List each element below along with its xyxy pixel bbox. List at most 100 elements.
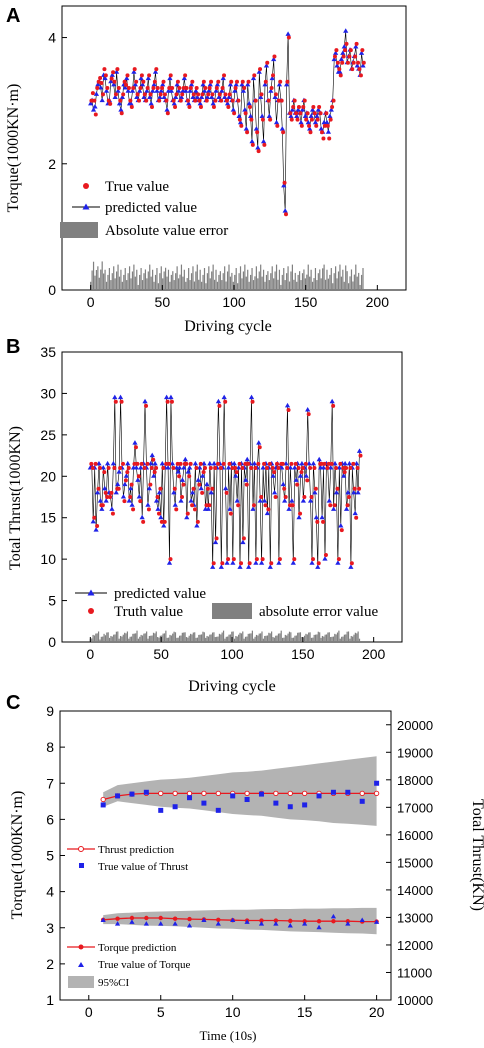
error-bar [95, 270, 98, 290]
error-bar [327, 278, 330, 290]
error-bar [100, 269, 102, 290]
true-value-dot [332, 54, 337, 59]
error-bar [278, 269, 281, 290]
predicted-marker [207, 81, 213, 87]
error-bar [202, 631, 204, 642]
predicted-marker [243, 126, 249, 131]
error-bar [198, 634, 200, 642]
predicted-marker [137, 88, 143, 93]
error-bar [331, 636, 333, 642]
error-bar [296, 281, 298, 290]
true-value-dot [271, 73, 276, 78]
error-bar [114, 278, 116, 290]
predicted-marker [271, 489, 278, 495]
predicted-marker [93, 527, 99, 532]
error-bar [177, 278, 180, 290]
error-bar [297, 632, 299, 642]
error-bar [96, 633, 98, 642]
error-bar [147, 638, 149, 642]
predicted-marker [292, 465, 298, 470]
truth-value-dot [149, 466, 154, 470]
error-bar [257, 635, 259, 642]
predicted-marker [159, 460, 165, 466]
predicted-marker [188, 498, 194, 503]
c-ytick-right-label: 15000 [397, 855, 433, 870]
error-bar [346, 631, 348, 642]
predicted-marker [279, 126, 285, 131]
true-value-dot [350, 67, 355, 72]
torque-prediction-marker [158, 915, 163, 921]
predicted-marker [95, 81, 101, 87]
panel-c-ylabel-right: Total Thrust(KN) [469, 799, 484, 911]
predicted-marker [270, 473, 276, 478]
error-bar [294, 272, 296, 290]
predicted-marker [112, 94, 118, 100]
truth-value-dot [192, 507, 197, 512]
true-value-dot [112, 79, 117, 84]
error-bar [273, 278, 275, 290]
error-bar [136, 269, 138, 290]
error-bar [92, 634, 94, 642]
predicted-marker [328, 107, 334, 112]
torque-prediction-line [103, 917, 377, 923]
true-value-dot [193, 98, 198, 103]
panel-c-ylabel-left: Torque(1000KN·m) [9, 791, 26, 920]
error-bar [186, 278, 188, 290]
error-bar [209, 278, 211, 290]
true-value-dot [307, 123, 312, 128]
a-ytick-label: 2 [48, 156, 56, 172]
truth-value-dot [264, 466, 269, 470]
error-bar [360, 274, 363, 290]
a-xtick-label: 200 [366, 294, 390, 310]
true-value-dot [331, 98, 336, 103]
predicted-marker [102, 485, 108, 491]
true-value-dot [345, 60, 350, 65]
predicted-marker [126, 498, 132, 503]
predicted-marker [307, 126, 313, 131]
truth-value-dot [315, 519, 320, 524]
true-value-dot [302, 98, 307, 103]
error-bar [345, 265, 347, 290]
truth-value-dot [342, 470, 347, 475]
torque-prediction-marker [144, 915, 149, 921]
error-bar [317, 273, 319, 290]
b-ytick-label: 20 [40, 468, 56, 484]
true-value-dot [253, 98, 258, 103]
predicted-marker [360, 62, 366, 68]
truth-value-dot [204, 503, 209, 508]
predicted-marker [313, 514, 319, 520]
true-value-dot [191, 92, 196, 97]
error-bar [166, 276, 168, 290]
truth-value-dot [95, 524, 100, 528]
true-value-dot [286, 35, 291, 40]
true-value-dot [324, 111, 329, 116]
true-value-dot [210, 92, 215, 97]
truth-value-dot [331, 403, 336, 408]
error-bar [319, 632, 321, 642]
true-value-dot [175, 79, 180, 84]
error-bar [155, 631, 157, 642]
predicted-marker [171, 100, 177, 106]
torque-prediction-marker [172, 916, 178, 921]
predicted-marker [320, 465, 327, 470]
true-value-dot [338, 73, 343, 78]
predicted-marker [260, 465, 266, 470]
predicted-marker [309, 107, 316, 112]
predicted-marker [131, 69, 137, 74]
true-value-dot [121, 92, 126, 97]
truth-value-dot [210, 486, 215, 491]
true-value-dot [347, 54, 352, 59]
thrust-true-marker [187, 795, 193, 801]
predicted-marker [197, 100, 203, 106]
error-bar [288, 281, 291, 290]
true-value-dot [343, 48, 348, 53]
predicted-marker [117, 394, 124, 400]
predicted-marker [256, 440, 262, 445]
true-value-dot [340, 60, 345, 65]
error-bar [135, 633, 137, 642]
legend-c-ci-swatch [68, 976, 94, 988]
predicted-marker [166, 560, 173, 565]
truth-value-dot [123, 478, 128, 483]
error-bar [139, 274, 141, 290]
truth-value-dot [234, 470, 239, 475]
